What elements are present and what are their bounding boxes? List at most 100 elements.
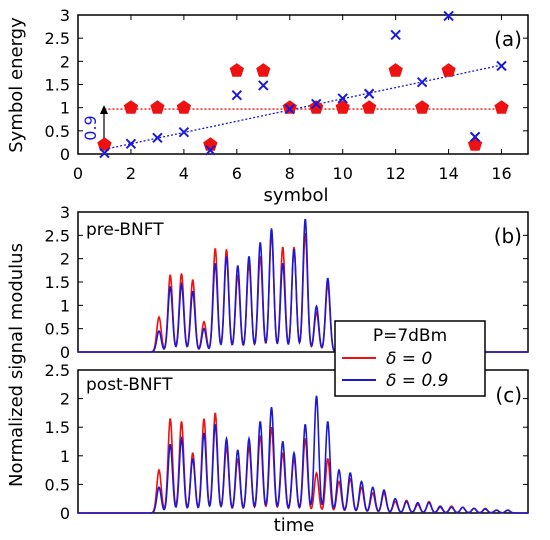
cross-stroke: [178, 127, 190, 138]
panel-a-frame: [77, 14, 529, 155]
legend-title: P=7dBm: [373, 326, 447, 346]
data-point-pentagon: [309, 100, 324, 114]
cross-stroke: [496, 60, 507, 72]
legend-entry-delta-0: δ = 0: [386, 349, 432, 369]
panel-c-xlabel: time: [274, 515, 315, 536]
cross-stroke: [231, 89, 243, 101]
signal-line: [78, 395, 528, 514]
cross-stroke: [416, 76, 428, 88]
cross-stroke: [152, 132, 163, 143]
data-point-pentagon: [415, 100, 430, 114]
y-tick-label: 0.5: [45, 122, 70, 141]
panel-a-label: (a): [494, 27, 522, 51]
data-point-cross: [205, 145, 216, 156]
data-point-cross: [469, 131, 481, 143]
cross-stroke: [469, 131, 481, 143]
y-tick-label: 1: [60, 296, 70, 315]
panel-a: 0 2 4 6 8 10 12 14 16 0 0.5 1 1.5 2 2.5 3 0.9 (a) symbo…: [6, 6, 529, 206]
cross-stroke: [311, 98, 322, 110]
offset-annotation: 0.9: [81, 115, 100, 140]
y-tick-label: 2: [60, 52, 70, 71]
panel-b-ticks: 0 0.5 1 1.5 2 2.5 3: [45, 203, 528, 362]
x-tick-label: 10: [333, 164, 353, 183]
panel-c-label: (c): [495, 383, 522, 407]
x-tick-label: 12: [385, 164, 405, 183]
cross-stroke: [284, 103, 295, 115]
y-tick-label: 3: [60, 6, 70, 25]
panel-c-lines: [78, 395, 528, 514]
data-point-cross: [337, 93, 348, 104]
x-tick-label: 2: [126, 164, 136, 183]
legend: P=7dBm δ = 0 δ = 0.9: [334, 320, 486, 397]
data-point-cross: [152, 132, 163, 143]
x-tick-label: 4: [179, 164, 189, 183]
data-point-cross: [443, 10, 454, 22]
y-tick-label: 0: [60, 145, 70, 164]
y-tick-label: 1.5: [45, 76, 70, 95]
data-point-pentagon: [123, 100, 139, 114]
data-point-cross: [284, 103, 295, 115]
data-point-pentagon: [494, 100, 509, 114]
y-tick-label: 0.5: [45, 320, 70, 339]
cross-stroke: [337, 93, 348, 104]
y-tick-label: 2: [60, 390, 70, 409]
data-point-pentagon: [467, 137, 483, 151]
panel-c-inset-label: post-BNFT: [86, 375, 173, 395]
panel-b-label: (b): [494, 224, 522, 248]
x-tick-label: 14: [438, 164, 458, 183]
cross-stroke: [125, 138, 137, 150]
cross-stroke: [99, 147, 110, 159]
data-point-cross: [125, 138, 137, 150]
panel-a-reference-lines: [104, 64, 502, 151]
y-tick-label: 3: [60, 203, 70, 222]
data-point-cross: [178, 127, 190, 138]
cross-stroke: [258, 80, 269, 91]
y-tick-label: 0: [60, 504, 70, 523]
panel-c-frame: [77, 369, 529, 514]
cross-stroke: [205, 145, 216, 156]
data-point-cross: [390, 29, 401, 41]
cross-stroke: [363, 88, 375, 99]
y-tick-label: 2: [60, 250, 70, 269]
data-point-cross: [363, 88, 375, 99]
x-tick-label: 8: [285, 164, 295, 183]
panel-a-ticks: 0 2 4 6 8 10 12 14 16 0 0.5 1 1.5 2 2.5 3: [45, 6, 528, 183]
cross-stroke: [443, 10, 454, 22]
panel-a-marks: [97, 10, 509, 159]
legend-entry-delta-09: δ = 0.9: [386, 371, 449, 391]
data-point-pentagon: [388, 63, 403, 77]
data-point-pentagon: [229, 63, 244, 77]
data-point-pentagon: [282, 100, 297, 114]
y-tick-label: 1.5: [45, 273, 70, 292]
shared-ylabel: Normalized signal modulus: [6, 243, 27, 487]
data-point-cross: [416, 76, 428, 88]
panel-a-ylabel: Symbol energy: [6, 17, 27, 153]
data-point-cross: [99, 147, 110, 159]
y-tick-label: 2.5: [45, 29, 70, 48]
data-point-pentagon: [97, 137, 112, 151]
y-tick-label: 2.5: [45, 226, 70, 245]
x-tick-label: 6: [232, 164, 242, 183]
data-point-pentagon: [203, 137, 218, 151]
data-point-cross: [231, 89, 243, 101]
data-point-pentagon: [335, 100, 350, 114]
y-tick-label: 1: [60, 447, 70, 466]
panel-c-ticks: 0 0.5 1 1.5 2 2.5: [45, 361, 528, 523]
data-point-pentagon: [176, 100, 191, 114]
data-point-cross: [258, 80, 269, 91]
y-tick-label: 0.5: [45, 475, 70, 494]
cross-stroke: [390, 29, 401, 41]
data-point-pentagon: [256, 63, 271, 77]
panel-c: 0 0.5 1 1.5 2 2.5 post-BNFT (c) time: [45, 361, 529, 536]
data-point-cross: [311, 98, 322, 110]
data-point-cross: [496, 60, 507, 72]
y-tick-label: 1.5: [45, 418, 70, 437]
y-tick-label: 2.5: [45, 361, 70, 380]
x-tick-label: 16: [491, 164, 511, 183]
y-tick-label: 0: [60, 343, 70, 362]
data-point-pentagon: [441, 63, 456, 77]
x-tick-label: 0: [73, 164, 83, 183]
offset-arrow-head: [100, 105, 108, 114]
data-point-pentagon: [362, 100, 377, 114]
